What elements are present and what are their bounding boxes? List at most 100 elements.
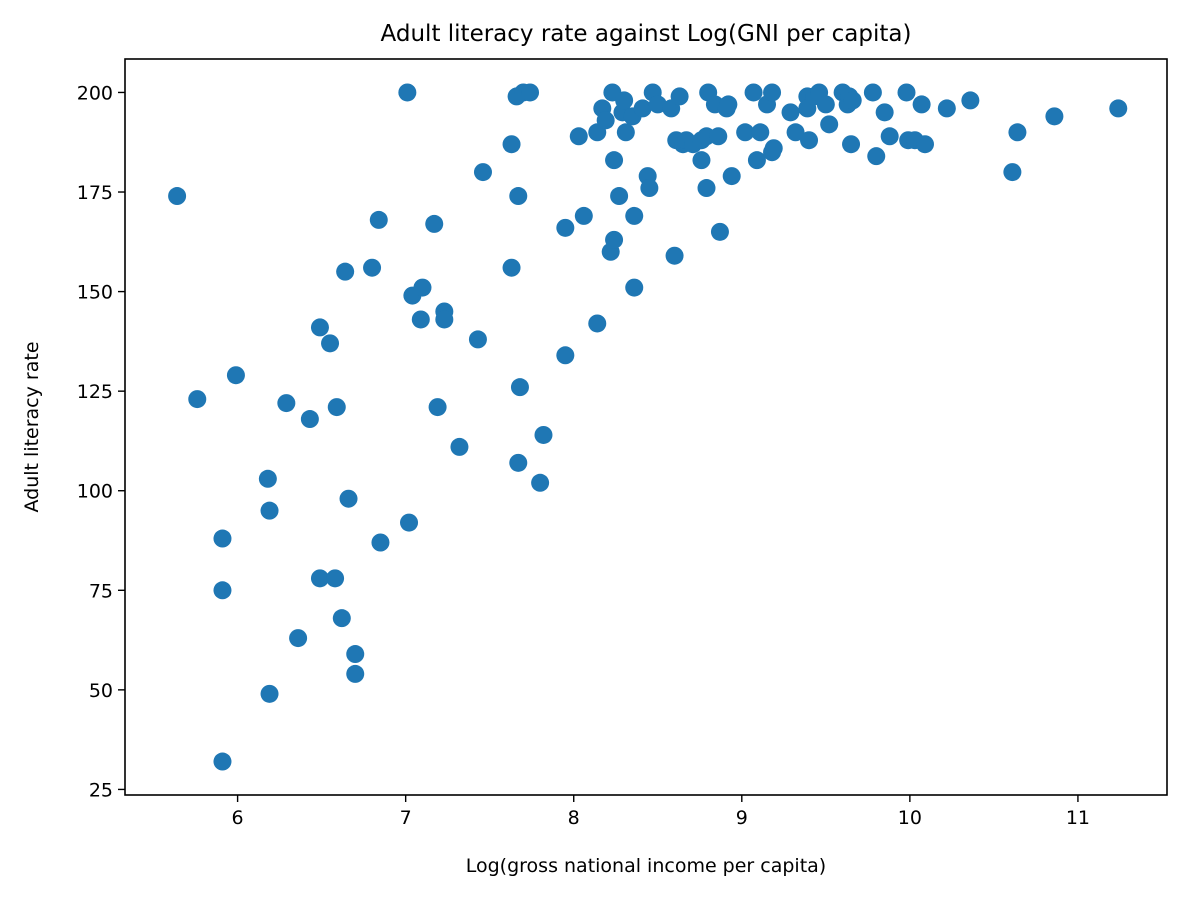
data-point xyxy=(800,131,819,150)
data-point xyxy=(633,99,652,118)
y-tick-label: 125 xyxy=(77,381,113,403)
data-point xyxy=(1008,123,1027,142)
data-point xyxy=(764,139,783,158)
data-point xyxy=(428,398,447,417)
data-point xyxy=(843,91,862,110)
data-point xyxy=(321,334,340,353)
x-axis-label: Log(gross national income per capita) xyxy=(466,855,826,877)
data-point xyxy=(867,147,886,166)
data-point xyxy=(710,222,729,241)
data-point xyxy=(168,187,187,206)
data-point xyxy=(509,187,528,206)
y-axis-label: Adult literacy rate xyxy=(21,341,43,512)
data-point xyxy=(213,581,232,600)
data-point xyxy=(327,398,346,417)
data-point xyxy=(371,533,390,552)
data-point xyxy=(260,684,279,703)
data-point xyxy=(346,664,365,683)
data-point xyxy=(875,103,894,122)
data-point xyxy=(521,83,540,102)
data-point xyxy=(912,95,931,114)
data-point xyxy=(363,258,382,277)
x-tick-label: 6 xyxy=(232,807,244,829)
data-point xyxy=(820,115,839,134)
data-point xyxy=(625,278,644,297)
data-point xyxy=(610,187,629,206)
data-point xyxy=(450,437,469,456)
data-points xyxy=(168,83,1128,771)
y-tick-label: 25 xyxy=(89,779,113,801)
data-point xyxy=(425,214,444,233)
y-tick-label: 150 xyxy=(77,282,113,304)
data-point xyxy=(339,489,358,508)
data-point xyxy=(786,123,805,142)
x-tick-label: 11 xyxy=(1066,807,1090,829)
data-point xyxy=(744,83,763,102)
data-point xyxy=(897,83,916,102)
x-tick-label: 9 xyxy=(736,807,748,829)
data-point xyxy=(435,310,454,329)
y-tick-label: 200 xyxy=(77,82,113,104)
plot-frame xyxy=(124,58,1168,796)
data-point xyxy=(736,123,755,142)
data-point xyxy=(1109,99,1128,118)
y-tick-label: 75 xyxy=(89,580,113,602)
data-point xyxy=(747,151,766,170)
data-point xyxy=(509,453,528,472)
data-point xyxy=(556,346,575,365)
data-point xyxy=(411,310,430,329)
data-point xyxy=(1003,163,1022,182)
y-tick-label: 50 xyxy=(89,680,113,702)
x-tick-label: 7 xyxy=(400,807,412,829)
data-point xyxy=(369,210,388,229)
data-point xyxy=(260,501,279,520)
data-point xyxy=(574,206,593,225)
data-point xyxy=(336,262,355,281)
data-point xyxy=(510,378,529,397)
data-point xyxy=(751,123,770,142)
data-point xyxy=(468,330,487,349)
data-point xyxy=(615,91,634,110)
data-point xyxy=(398,83,417,102)
data-point xyxy=(473,163,492,182)
data-point xyxy=(213,529,232,548)
data-point xyxy=(1045,107,1064,126)
data-point xyxy=(188,390,207,409)
x-tick-label: 8 xyxy=(568,807,580,829)
data-point xyxy=(346,645,365,664)
x-axis: 6 7 8 9 10 11 xyxy=(232,795,1090,829)
data-point xyxy=(596,111,615,130)
data-point xyxy=(300,410,319,429)
data-point xyxy=(400,513,419,532)
data-point xyxy=(863,83,882,102)
data-point xyxy=(277,394,296,413)
data-point xyxy=(915,135,934,154)
data-point xyxy=(226,366,245,385)
x-tick-label: 10 xyxy=(898,807,922,829)
data-point xyxy=(258,469,277,488)
data-point xyxy=(605,151,624,170)
data-point xyxy=(616,123,635,142)
data-point xyxy=(697,179,716,198)
data-point xyxy=(413,278,432,297)
data-point xyxy=(880,127,899,146)
data-point xyxy=(569,127,588,146)
data-point xyxy=(640,179,659,198)
data-point xyxy=(213,752,232,771)
data-point xyxy=(961,91,980,110)
data-point xyxy=(763,83,782,102)
data-point xyxy=(289,629,308,648)
y-tick-label: 100 xyxy=(77,481,113,503)
data-point xyxy=(332,609,351,628)
data-point xyxy=(709,127,728,146)
data-point xyxy=(605,230,624,249)
y-axis: 25 50 75 100 125 150 175 200 xyxy=(77,82,125,801)
data-point xyxy=(534,425,553,444)
data-point xyxy=(531,473,550,492)
data-point xyxy=(692,151,711,170)
data-point xyxy=(719,95,738,114)
data-point xyxy=(816,95,835,114)
data-point xyxy=(502,258,521,277)
y-tick-label: 175 xyxy=(77,182,113,204)
